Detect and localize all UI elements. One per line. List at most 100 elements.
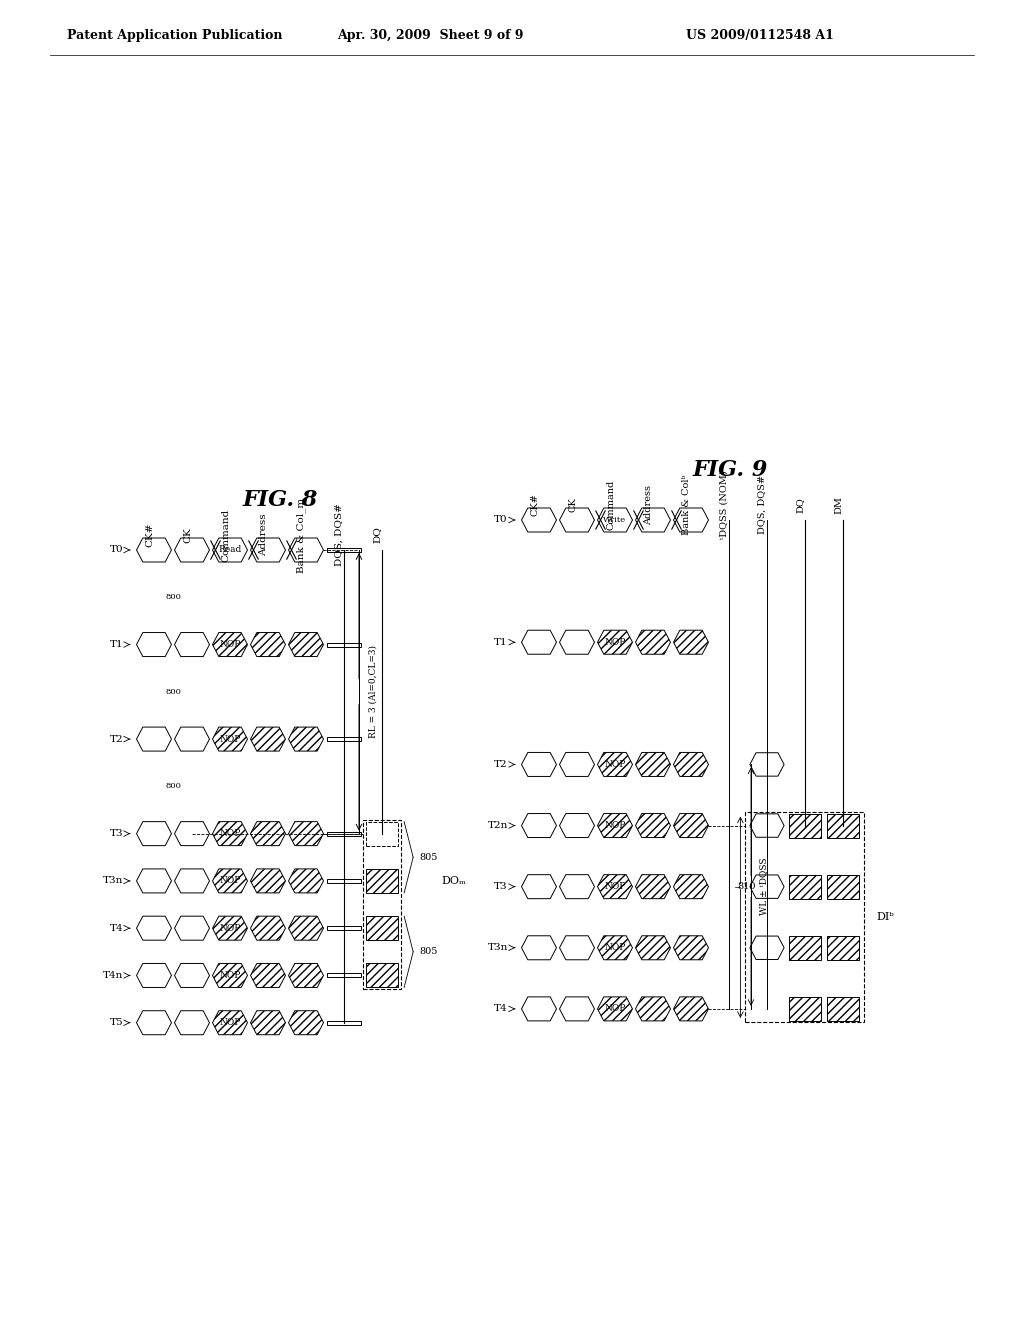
Polygon shape [559,508,595,532]
Text: Address: Address [644,484,653,525]
Text: T4: T4 [495,1005,508,1014]
Text: FIG. 9: FIG. 9 [692,459,768,480]
Text: T2: T2 [495,760,508,770]
Bar [826,936,859,960]
Text: 800: 800 [165,593,181,602]
Text: DM: DM [834,496,843,513]
Text: 810: 810 [737,882,756,891]
Bar [366,964,398,987]
Text: DQS, DQS#: DQS, DQS# [758,475,767,535]
Polygon shape [521,813,556,838]
Polygon shape [289,964,324,987]
Polygon shape [174,821,210,846]
Bar [788,813,821,838]
Text: Bank & Colᵇ: Bank & Colᵇ [682,475,691,535]
Bar [362,820,401,989]
Polygon shape [289,632,324,656]
Text: NOP: NOP [219,640,241,649]
Polygon shape [674,752,709,776]
Polygon shape [674,997,709,1020]
Text: 805: 805 [419,853,437,862]
Text: Address: Address [259,513,268,556]
Text: T4n: T4n [102,972,123,979]
Text: WL ± ᵗDQSS: WL ± ᵗDQSS [759,858,768,915]
Polygon shape [251,916,286,940]
Text: T3n: T3n [102,876,123,886]
Bar [327,832,361,836]
Polygon shape [289,539,324,562]
Polygon shape [521,936,556,960]
Bar [366,821,398,846]
Text: Apr. 30, 2009  Sheet 9 of 9: Apr. 30, 2009 Sheet 9 of 9 [337,29,523,41]
Polygon shape [750,752,784,776]
Polygon shape [636,997,671,1020]
Text: US 2009/0112548 A1: US 2009/0112548 A1 [686,29,834,41]
Polygon shape [213,916,248,940]
Polygon shape [559,630,595,655]
Polygon shape [598,752,633,776]
Polygon shape [213,821,248,846]
Bar [327,973,361,977]
Text: DQ: DQ [373,527,382,544]
Polygon shape [750,814,784,837]
Polygon shape [136,869,171,892]
Polygon shape [251,821,286,846]
Bar [327,643,361,647]
Text: DIᵇ: DIᵇ [877,912,894,923]
Text: NOP: NOP [604,882,626,891]
Text: CK#: CK# [530,494,539,516]
Text: Command: Command [606,480,615,531]
Polygon shape [174,869,210,892]
Text: CK: CK [183,527,193,543]
Polygon shape [598,936,633,960]
Bar [788,936,821,960]
Polygon shape [636,936,671,960]
Polygon shape [251,964,286,987]
Polygon shape [750,875,784,899]
Text: NOP: NOP [219,1018,241,1027]
Text: CK: CK [568,498,577,512]
Polygon shape [636,630,671,655]
Text: 800: 800 [165,688,181,696]
Text: Read: Read [218,545,242,554]
Polygon shape [174,539,210,562]
Polygon shape [559,997,595,1020]
Polygon shape [521,752,556,776]
Bar [327,1020,361,1024]
Bar [826,813,859,838]
Polygon shape [213,632,248,656]
Polygon shape [674,936,709,960]
Polygon shape [289,727,324,751]
Text: DQS, DQS#: DQS, DQS# [335,503,344,566]
Polygon shape [598,508,633,532]
Polygon shape [213,1011,248,1035]
Polygon shape [636,813,671,838]
Polygon shape [289,1011,324,1035]
Polygon shape [559,813,595,838]
Polygon shape [136,964,171,987]
Polygon shape [174,632,210,656]
Text: T4: T4 [110,924,123,933]
Polygon shape [251,1011,286,1035]
Polygon shape [521,875,556,899]
Text: Bank & Col_m: Bank & Col_m [296,498,306,573]
Bar [327,737,361,741]
Bar [366,916,398,940]
Bar [327,879,361,883]
Text: NOP: NOP [604,821,626,830]
Polygon shape [251,539,286,562]
Text: T3: T3 [495,882,508,891]
Polygon shape [559,875,595,899]
Polygon shape [559,936,595,960]
Text: 805: 805 [419,948,437,956]
Text: RL = 3 (Al=0,CL=3): RL = 3 (Al=0,CL=3) [369,645,378,738]
Text: DQ: DQ [796,498,805,513]
Text: NOP: NOP [604,760,626,770]
Text: Command: Command [221,508,230,561]
Text: T0: T0 [110,545,123,554]
Text: Patent Application Publication: Patent Application Publication [68,29,283,41]
Polygon shape [674,813,709,838]
Bar [327,548,361,552]
Text: Write: Write [603,516,627,524]
Bar [826,997,859,1020]
